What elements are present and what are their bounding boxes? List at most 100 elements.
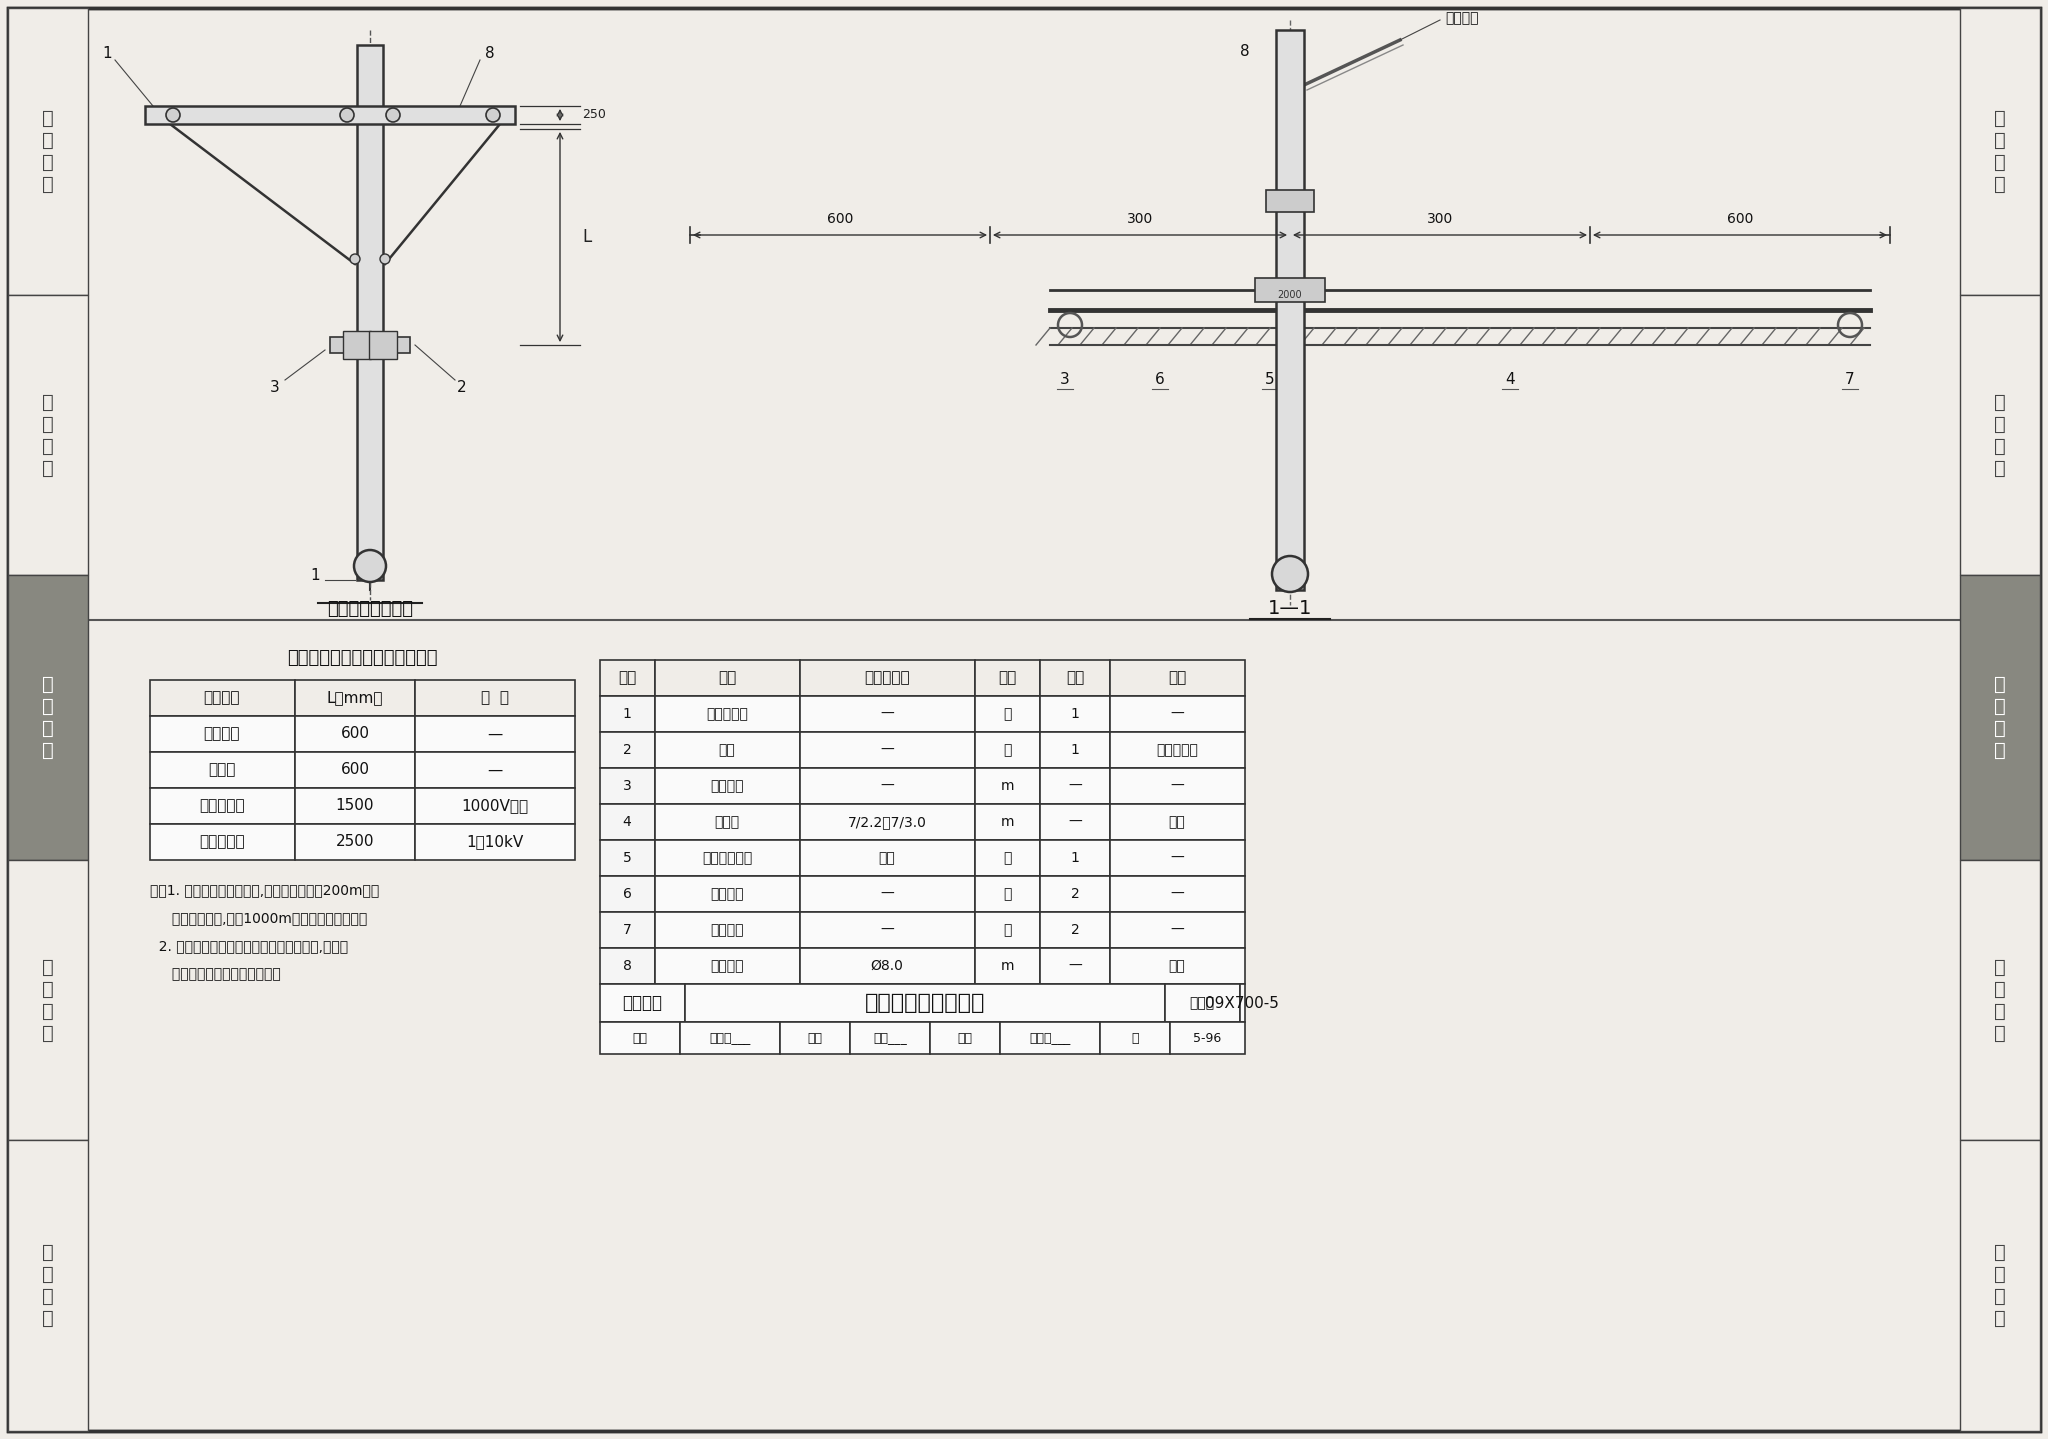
Bar	[600, 912, 655, 948]
Text: 1500: 1500	[336, 799, 375, 813]
Text: 备注: 备注	[1167, 671, 1186, 685]
Text: —: —	[881, 778, 893, 793]
Text: —: —	[487, 727, 502, 741]
Text: 2000: 2000	[1278, 291, 1303, 299]
Bar	[655, 661, 801, 696]
Text: —: —	[881, 707, 893, 721]
Bar	[150, 681, 295, 717]
Text: 3: 3	[270, 380, 281, 394]
Text: 带配套穿钉: 带配套穿钉	[1155, 743, 1198, 757]
Bar	[295, 825, 416, 861]
Bar	[1266, 190, 1315, 212]
Bar	[342, 331, 371, 358]
Bar	[295, 717, 416, 753]
Text: 编号: 编号	[618, 671, 637, 685]
Bar	[1110, 804, 1245, 840]
Bar	[1276, 30, 1305, 590]
Text: 8: 8	[1241, 45, 1249, 59]
Bar	[999, 1022, 1100, 1053]
Bar	[600, 1022, 680, 1053]
Text: 设计: 设计	[958, 1032, 973, 1045]
Text: 5: 5	[623, 850, 631, 865]
Bar	[780, 1022, 850, 1053]
Bar	[801, 804, 975, 840]
Text: 1～10kV: 1～10kV	[467, 835, 524, 849]
Bar	[801, 912, 975, 948]
Text: —: —	[1069, 814, 1081, 829]
Bar	[356, 45, 383, 580]
Bar	[975, 876, 1040, 912]
Bar	[295, 681, 416, 717]
Text: 钢绞线: 钢绞线	[715, 814, 739, 829]
Bar	[150, 789, 295, 825]
Text: 备  注: 备 注	[481, 691, 510, 705]
Text: —: —	[881, 922, 893, 937]
Bar	[600, 876, 655, 912]
Text: 校对: 校对	[807, 1032, 823, 1045]
Text: 供
电
电
源: 供 电 电 源	[1995, 393, 2005, 478]
Bar	[655, 732, 801, 768]
Bar	[330, 337, 410, 353]
Bar	[1110, 768, 1245, 804]
Text: L: L	[582, 227, 592, 246]
Text: 单位: 单位	[997, 671, 1016, 685]
Bar	[655, 912, 801, 948]
Text: 1: 1	[1071, 707, 1079, 721]
Text: 根: 根	[1004, 707, 1012, 721]
Text: 设
备
安
装: 设 备 安 装	[1995, 957, 2005, 1042]
Text: 2: 2	[457, 380, 467, 394]
Bar	[801, 876, 975, 912]
Text: 2500: 2500	[336, 835, 375, 849]
Text: 1: 1	[1071, 743, 1079, 757]
Bar	[416, 681, 575, 717]
Text: 审核: 审核	[633, 1032, 647, 1045]
Circle shape	[385, 108, 399, 122]
Bar	[600, 732, 655, 768]
Bar	[975, 732, 1040, 768]
Text: —: —	[1069, 958, 1081, 973]
Text: 8: 8	[485, 46, 496, 60]
Bar	[416, 789, 575, 825]
Bar	[684, 984, 1165, 1022]
Text: 600: 600	[340, 727, 369, 741]
Text: 其他线路: 其他线路	[1446, 12, 1479, 24]
Bar	[145, 106, 514, 124]
Text: Ø8.0: Ø8.0	[870, 958, 903, 973]
Text: 孙兰___: 孙兰___	[872, 1032, 907, 1045]
Text: 图集号: 图集号	[1190, 996, 1214, 1010]
Text: 8: 8	[623, 958, 631, 973]
Bar	[416, 825, 575, 861]
Text: 机
房
工
程: 机 房 工 程	[1995, 108, 2005, 193]
Bar	[1040, 768, 1110, 804]
Text: 3: 3	[623, 778, 631, 793]
Text: 3: 3	[1061, 373, 1069, 387]
Text: 单槽: 单槽	[879, 850, 895, 865]
Text: —: —	[1069, 778, 1081, 793]
Bar	[1239, 984, 1245, 1022]
Text: 4: 4	[623, 814, 631, 829]
Bar	[655, 696, 801, 732]
Bar	[975, 840, 1040, 876]
Text: 通信线路: 通信线路	[203, 727, 240, 741]
Text: 陈御平___: 陈御平___	[709, 1032, 752, 1045]
Text: 套: 套	[1004, 743, 1012, 757]
Bar	[369, 331, 397, 358]
Text: 广播线: 广播线	[209, 763, 236, 777]
Bar	[850, 1022, 930, 1053]
Bar	[655, 768, 801, 804]
Bar	[1110, 661, 1245, 696]
Text: 注：1. 和电力线同杆架设时,电缆及吊线每隔200m左右: 注：1. 和电力线同杆架设时,电缆及吊线每隔200m左右	[150, 884, 379, 896]
Text: 低压电力线: 低压电力线	[199, 799, 246, 813]
Bar	[150, 753, 295, 789]
Text: 1000V以下: 1000V以下	[461, 799, 528, 813]
Bar	[295, 789, 416, 825]
Text: —: —	[881, 743, 893, 757]
Bar	[655, 948, 801, 984]
Bar	[416, 753, 575, 789]
Text: 缆
线
敷
设: 缆 线 敷 设	[1995, 675, 2005, 760]
Circle shape	[381, 255, 389, 263]
Text: 电缆挂带: 电缆挂带	[711, 886, 743, 901]
Bar	[1960, 576, 2040, 861]
Bar	[1165, 984, 1239, 1022]
Text: 型号及规格: 型号及规格	[864, 671, 909, 685]
